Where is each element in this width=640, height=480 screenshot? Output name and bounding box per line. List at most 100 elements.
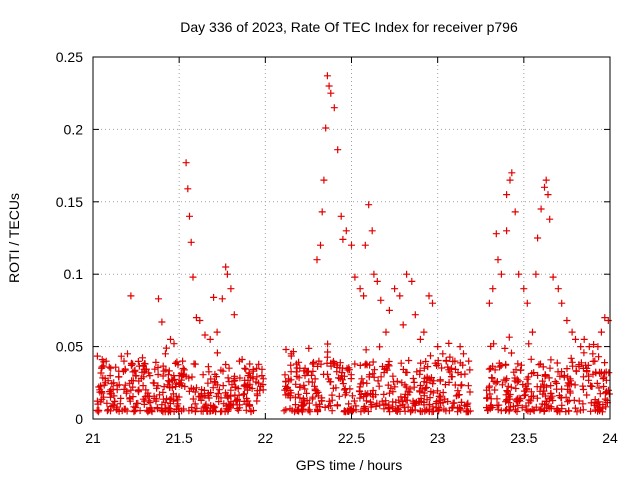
data-point [361,241,369,249]
data-point [572,367,580,375]
data-point [446,353,454,361]
data-point [211,403,219,411]
data-point [529,392,537,400]
data-point [246,401,253,409]
data-point [317,397,325,405]
data-point [405,357,413,364]
data-point [206,335,214,343]
data-point [464,382,472,390]
data-point [350,397,358,405]
data-point [253,364,261,372]
data-point [513,408,521,415]
data-point [334,402,341,410]
data-point [295,406,303,414]
data-point [361,390,369,398]
data-point [240,390,248,398]
data-point [356,394,364,402]
data-point [525,340,533,348]
data-point [159,395,167,403]
data-point [205,394,213,402]
data-point [527,355,535,363]
data-point [116,400,124,408]
data-point [292,401,299,409]
data-point [424,363,432,371]
data-point [523,299,531,307]
data-point [514,360,522,368]
data-point [164,377,172,385]
data-point [335,392,343,400]
data-point [143,392,151,400]
data-point [525,399,533,407]
data-point [230,311,238,319]
data-point [605,369,613,377]
data-point [503,191,511,199]
data-point [600,383,608,390]
data-point [604,317,612,324]
data-point [196,317,204,324]
data-point [547,356,555,364]
data-point [488,374,496,382]
data-point [132,372,140,380]
data-point [294,407,302,415]
data-point [519,381,527,388]
data-point [377,296,385,304]
data-point [231,391,239,399]
data-point [236,374,244,382]
data-point [466,366,474,374]
data-point [185,387,193,395]
data-point [508,169,516,177]
data-point [181,383,189,390]
data-point [166,378,174,386]
data-point [159,372,167,380]
data-point [162,344,170,352]
data-point [429,380,437,388]
data-point [489,362,497,370]
data-point [553,385,561,393]
data-point [176,380,184,388]
data-point [441,381,449,389]
data-point [397,359,405,367]
data-point [440,405,448,413]
data-point [379,363,386,370]
data-point [541,183,548,191]
data-point [513,378,521,386]
data-point [185,407,193,415]
data-point [601,359,609,367]
data-point [402,368,410,376]
data-point [502,376,510,384]
data-point [109,401,117,409]
data-point [206,407,214,415]
data-point [376,343,384,351]
data-point [219,382,227,390]
data-point [402,383,410,391]
data-point [358,375,366,383]
data-point [393,407,401,415]
data-point [524,407,532,415]
y-tick-label: 0 [75,411,83,427]
data-point [598,408,606,416]
data-point [323,353,331,361]
data-point [535,361,543,369]
data-point [207,375,215,383]
data-point [370,373,378,381]
grid-lines [93,57,610,419]
data-point [362,360,370,368]
data-point [580,335,588,343]
data-point [596,368,603,376]
data-point [352,406,360,414]
data-point [445,407,453,415]
data-point [281,371,289,379]
data-point [398,398,406,405]
data-point [490,340,498,348]
data-point [591,398,599,406]
data-point [464,408,472,416]
data-point [587,407,595,415]
data-point [282,391,290,399]
data-point [595,353,603,361]
data-point [369,370,377,378]
data-point [311,382,318,390]
data-point [494,406,502,414]
data-point [244,372,252,380]
data-point [372,402,380,410]
data-point [494,256,502,264]
